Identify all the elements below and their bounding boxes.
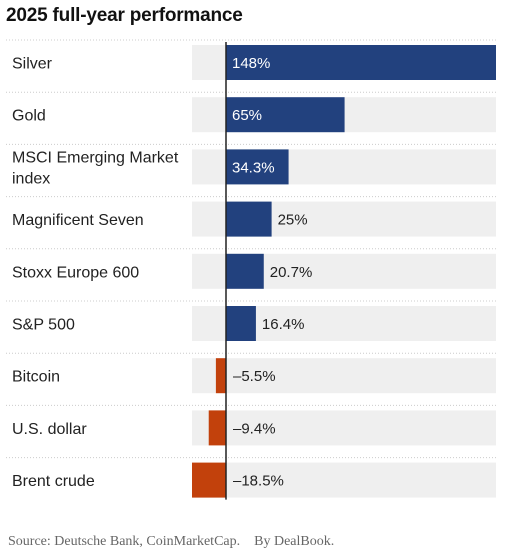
category-label: Magnificent Seven bbox=[12, 212, 144, 229]
bar bbox=[226, 149, 289, 185]
bar bbox=[215, 358, 226, 394]
source-text: Source: Deutsche Bank, CoinMarketCap. bbox=[8, 534, 241, 549]
bar-track bbox=[192, 410, 496, 446]
value-label: 16.4% bbox=[262, 316, 305, 333]
bar bbox=[226, 253, 264, 289]
category-label: Stoxx Europe 600 bbox=[12, 264, 139, 281]
category-label: U.S. dollar bbox=[12, 421, 87, 438]
value-label: 20.7% bbox=[270, 264, 313, 281]
value-label: –5.5% bbox=[233, 368, 276, 385]
byline: By DealBook. bbox=[254, 534, 335, 549]
category-label: Brent crude bbox=[12, 473, 95, 490]
value-label: 65% bbox=[232, 107, 262, 124]
bar-track bbox=[192, 358, 496, 394]
bar-track bbox=[192, 462, 496, 498]
bar bbox=[226, 306, 256, 341]
category-label: Silver bbox=[12, 56, 53, 73]
value-label: 34.3% bbox=[232, 159, 275, 176]
value-label: 148% bbox=[232, 55, 270, 72]
category-label: Bitcoin bbox=[12, 369, 60, 386]
category-label: index bbox=[12, 170, 50, 187]
value-label: –9.4% bbox=[233, 420, 276, 437]
bar bbox=[192, 462, 226, 498]
category-label: MSCI Emerging Market bbox=[12, 149, 179, 166]
bar bbox=[226, 97, 345, 133]
bar bbox=[226, 45, 496, 80]
category-label: S&P 500 bbox=[12, 317, 75, 334]
category-label: Gold bbox=[12, 108, 46, 125]
bar bbox=[208, 410, 226, 446]
value-label: –18.5% bbox=[233, 473, 284, 490]
chart-title: 2025 full-year performance bbox=[6, 5, 243, 26]
value-label: 25% bbox=[278, 212, 308, 229]
bar bbox=[226, 201, 272, 237]
source-note: Source: Deutsche Bank, CoinMarketCap. By … bbox=[8, 534, 334, 550]
